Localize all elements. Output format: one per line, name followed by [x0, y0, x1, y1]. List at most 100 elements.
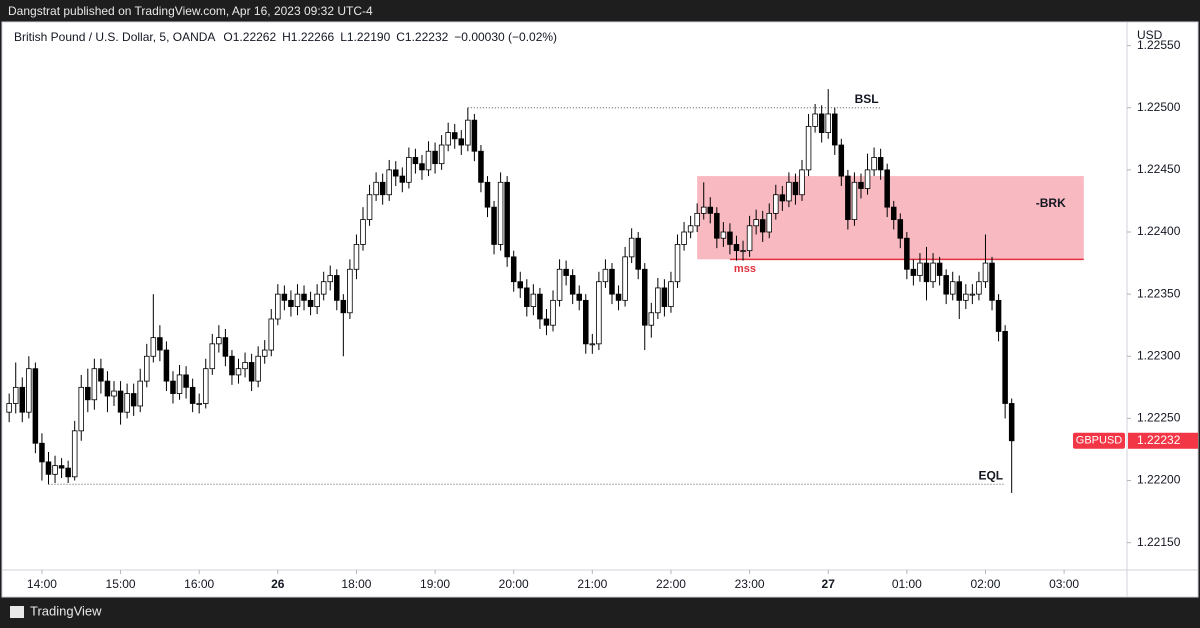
candle-body: [622, 256, 628, 301]
x-tick-label: 23:00: [735, 577, 765, 591]
candle-body: [995, 299, 1002, 332]
candle-body: [1008, 403, 1015, 442]
ohlc-label: −0.00030 (−0.02%): [454, 30, 557, 44]
publisher: Dangstrat published on TradingView.com, …: [8, 4, 373, 18]
candle-body: [347, 268, 353, 314]
candle-body: [301, 293, 307, 301]
candle-body: [412, 157, 419, 165]
y-tick-label: 1.22500: [1137, 100, 1181, 114]
candle-body: [229, 355, 235, 376]
brand: TradingView: [10, 603, 102, 618]
candle-body: [543, 318, 550, 326]
candle-body: [556, 268, 563, 301]
candle-body: [471, 119, 478, 152]
candle-body: [399, 175, 406, 183]
candle-body: [779, 194, 786, 202]
candle-body: [805, 125, 812, 171]
candle-body: [851, 181, 858, 220]
candle-body: [98, 368, 104, 382]
candle-body: [130, 393, 137, 407]
candle-body: [668, 281, 674, 307]
ohlc-label: O1.22262: [223, 30, 276, 44]
candle-body: [766, 212, 773, 233]
x-tick-label: 19:00: [420, 577, 450, 591]
candle-body: [884, 169, 890, 208]
candle-body: [687, 225, 694, 233]
candle-body: [720, 231, 727, 239]
ohlc-label: L1.22190: [340, 30, 390, 44]
candle-body: [39, 442, 45, 463]
zone: [697, 176, 1084, 260]
candle-body: [432, 150, 438, 165]
candle-body: [727, 231, 733, 245]
candle-body: [949, 281, 956, 295]
candle-body: [373, 181, 379, 196]
candle-body: [353, 244, 360, 270]
candle-body: [943, 275, 949, 295]
candle-body: [923, 262, 930, 283]
candle-body: [281, 293, 288, 301]
symbol: British Pound / U.S. Dollar, 5, OANDA: [14, 30, 215, 44]
candle-body: [963, 293, 969, 301]
candle-body: [904, 237, 910, 270]
level-label: BSL: [855, 92, 879, 106]
candle-body: [209, 343, 216, 370]
candle-body: [661, 287, 668, 307]
candle-body: [478, 150, 484, 183]
y-tick-label: 1.22300: [1137, 348, 1181, 362]
y-tick-label: 1.22550: [1137, 38, 1181, 52]
brand-logo: [10, 606, 24, 618]
candle-body: [1002, 331, 1008, 404]
candle-body: [635, 237, 641, 270]
candle-body: [890, 206, 897, 220]
level-label: EQL: [978, 468, 1003, 482]
candle-body: [117, 390, 124, 413]
candle-body: [45, 461, 52, 475]
candle-body: [91, 368, 98, 401]
candle-body: [936, 262, 943, 276]
candle-body: [930, 262, 936, 283]
candle-body: [989, 262, 995, 301]
candle-body: [320, 281, 327, 295]
candle-body: [589, 343, 596, 346]
x-tick-label: 02:00: [970, 577, 1000, 591]
candle-body: [641, 268, 648, 326]
y-tick-label: 1.22200: [1137, 473, 1181, 487]
x-tick-label: 27: [822, 577, 836, 591]
candle-body: [294, 293, 301, 307]
candle-body: [897, 219, 904, 239]
candle-body: [183, 374, 189, 388]
price-tag-box: [1128, 432, 1198, 449]
ohlc-label: C1.22232: [396, 30, 448, 44]
candle-body: [111, 390, 117, 397]
candle-body: [340, 299, 347, 314]
y-tick-label: 1.22150: [1137, 535, 1181, 549]
candle-body: [451, 132, 458, 140]
x-tick-label: 01:00: [892, 577, 922, 591]
x-tick-label: 21:00: [577, 577, 607, 591]
candle-body: [124, 393, 130, 413]
candle-body: [818, 113, 825, 133]
candle-body: [248, 362, 255, 382]
candle-body: [176, 374, 183, 394]
mss-label: mss: [734, 263, 756, 275]
brand-name: TradingView: [30, 603, 102, 618]
candle-body: [812, 113, 818, 127]
candle-body: [956, 281, 963, 301]
candle-body: [137, 380, 143, 407]
candle-body: [864, 169, 871, 189]
candle-body: [700, 206, 707, 214]
y-tick-label: 1.22350: [1137, 286, 1181, 300]
candle-body: [576, 293, 582, 301]
x-tick-label: 18:00: [341, 577, 371, 591]
candle-body: [458, 138, 465, 146]
candle-body: [360, 219, 366, 245]
y-tick-label: 1.22250: [1137, 411, 1181, 425]
candle-body: [58, 465, 65, 469]
candle-body: [733, 244, 740, 252]
candle-body: [406, 157, 412, 183]
currency-label: USD: [1137, 28, 1163, 42]
candle-body: [19, 386, 26, 413]
candle-body: [759, 219, 766, 233]
candle-body: [144, 355, 150, 382]
